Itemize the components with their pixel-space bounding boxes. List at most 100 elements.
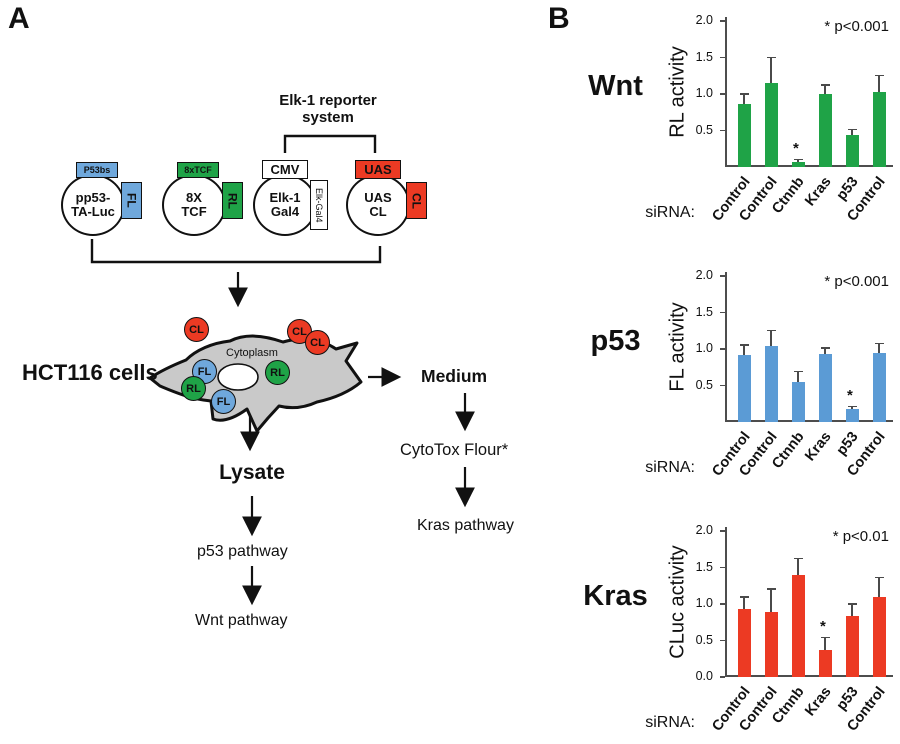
y-tick-mark [720, 275, 725, 277]
wnt-pathway-label: Wnt pathway [195, 612, 288, 629]
chart-kras: Kras CLuc activity * p<0.01 0.0 0.5 1.0 1.5 2.0… [548, 510, 900, 744]
error-bar-cap [739, 344, 749, 346]
panel-a-label: A [8, 2, 30, 35]
error-bar-cap [766, 329, 776, 332]
error-bar-cap [739, 596, 749, 599]
error-bar [797, 558, 799, 575]
y-tick-mark [720, 20, 725, 22]
plasmid2-name: 8X TCF [181, 190, 207, 219]
bar-control [872, 91, 886, 167]
error-bar-cap [766, 56, 776, 59]
chart-wnt: Wnt RL activity * p<0.001 0.5 1.0 1.5 2.0 Contr… [548, 0, 900, 255]
plasmid2-promoter-tab: 8xTCF [177, 162, 219, 178]
panel-a: A P53bs pp53- TA-Luc FL [8, 2, 514, 629]
sirna-row-label: siRNA: [645, 714, 695, 731]
error-bar-cap [820, 636, 830, 639]
chart-p53: p53 FL activity * p<0.001 0.5 1.0 1.5 2.0 Contr… [548, 255, 900, 510]
bar-p53 [845, 134, 859, 167]
sirna-row-label: siRNA: [645, 459, 695, 476]
y-tick-label: 1.5 [695, 304, 713, 319]
y-tick-label: 1.5 [695, 559, 713, 574]
plasmid1-reporter-tab: FL [121, 182, 142, 219]
kras-pathway-label: Kras pathway [417, 517, 514, 534]
elk1-reporter-system-label: Elk-1 reporter system [279, 92, 377, 126]
error-bar [743, 597, 745, 610]
cl-molecule: CL [184, 317, 209, 342]
bar-control [737, 104, 751, 167]
y-tick-label: 0.0 [695, 669, 713, 683]
y-tick-label: 0.5 [695, 122, 713, 137]
error-bar [743, 345, 745, 355]
sirna-row-label: siRNA: [645, 204, 695, 221]
error-bar [770, 330, 772, 347]
lysate-label: Lysate [219, 461, 285, 484]
plasmid4-promoter-tab: UAS [355, 160, 401, 179]
significance-note: * p<0.001 [824, 18, 889, 35]
y-tick-label: 1.0 [695, 86, 713, 100]
bar-p53 [845, 408, 859, 422]
error-bar [770, 589, 772, 613]
error-bar-cap [766, 588, 776, 590]
bar-control [872, 596, 886, 677]
significance-asterisk: * [820, 617, 826, 635]
chart-title: p53 [590, 325, 641, 357]
plasmid-elk1-gal4: Elk-1 Gal4 [253, 174, 317, 236]
bar-kras [818, 649, 832, 677]
plot-area [725, 272, 893, 422]
error-bar-cap [820, 347, 830, 349]
y-tick-label: 1.5 [695, 49, 713, 64]
y-tick-mark [720, 384, 725, 387]
plasmid-uas-cl: UAS CL [346, 174, 410, 236]
plot-area [725, 17, 893, 167]
error-bar-cap [847, 603, 857, 605]
y-tick-label: 2.0 [695, 268, 713, 282]
error-bar [797, 371, 799, 382]
rl-molecule: RL [181, 376, 206, 401]
error-bar-cap [739, 93, 749, 95]
error-bar [851, 604, 853, 617]
error-bar [824, 85, 826, 94]
bar-control [737, 354, 751, 422]
error-bar [824, 637, 826, 650]
error-bar-cap [820, 84, 830, 86]
medium-label: Medium [421, 366, 488, 386]
error-bar-cap [793, 557, 803, 560]
cell-line-label: HCT116 cells [22, 360, 158, 385]
error-bar-cap [874, 74, 884, 77]
elk1-reporter-bracket [283, 134, 377, 153]
plot-area [725, 527, 893, 677]
bar-control [764, 346, 778, 422]
fl-molecule: FL [211, 389, 236, 414]
y-tick-mark [720, 129, 725, 132]
error-bar [851, 129, 853, 135]
error-bar-cap [793, 370, 803, 373]
bar-control [764, 83, 778, 167]
y-tick-label: 2.0 [695, 523, 713, 537]
significance-asterisk: * [793, 139, 799, 157]
y-tick-mark [720, 93, 725, 95]
bar-control [737, 609, 751, 677]
y-tick-label: 2.0 [695, 13, 713, 27]
plasmid1-promoter-tab: P53bs [76, 162, 118, 178]
error-bar [824, 348, 826, 355]
plasmid-pp53-ta-luc: pp53- TA-Luc [61, 174, 125, 236]
error-bar-cap [793, 158, 803, 161]
error-bar-cap [874, 342, 884, 345]
plasmid4-name: UAS CL [364, 190, 392, 219]
error-bar [743, 94, 745, 105]
bar-kras [818, 354, 832, 422]
plasmid3-reporter-tab: Elk-Gal4 [310, 180, 328, 230]
cl-molecule: CL [287, 319, 312, 344]
y-tick-label: 0.5 [695, 632, 713, 647]
plasmid-group-bracket [90, 239, 382, 264]
cl-molecule: CL [305, 330, 330, 355]
bar-control [764, 612, 778, 677]
error-bar-cap [847, 405, 857, 408]
bar-p53 [845, 616, 859, 677]
chart-title: Kras [583, 580, 648, 612]
bar-ctnnb [791, 574, 805, 677]
error-bar [770, 57, 772, 84]
y-tick-mark [720, 639, 725, 642]
y-tick-mark [720, 311, 725, 314]
